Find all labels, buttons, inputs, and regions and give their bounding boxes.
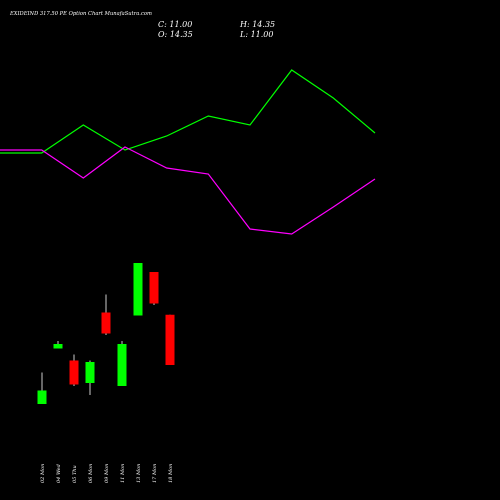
chart-title: EXIDEIND 317.50 PE Option Chart MunafaSu… — [9, 11, 152, 17]
candle-body — [69, 360, 79, 385]
candle — [165, 314, 175, 365]
candle-body — [101, 312, 111, 334]
candle-body — [133, 263, 143, 316]
overlay-line-1 — [0, 69, 376, 154]
candle — [69, 354, 79, 386]
candle-body — [165, 314, 175, 365]
high-value: 14.35 — [252, 20, 275, 29]
x-tick-label: 11 Mon — [120, 464, 126, 483]
candle — [117, 341, 127, 386]
overlay-lines — [0, 69, 376, 235]
candle-body — [149, 272, 159, 304]
close-label: C: — [158, 20, 167, 29]
open-label: O: — [158, 30, 168, 39]
candle-body — [37, 390, 47, 404]
low-value: 11.00 — [251, 30, 274, 39]
candle-body — [117, 344, 127, 386]
x-tick-label: 17 Mon — [152, 464, 158, 483]
x-tick-label: 09 Mon — [104, 464, 110, 483]
candle — [101, 294, 111, 335]
x-tick-label: 02 Mon — [40, 464, 46, 483]
x-tick-label: 18 Mon — [168, 464, 174, 483]
candle-body — [85, 362, 95, 383]
high-readout: H: 14.35 — [239, 20, 275, 29]
x-tick-label: 06 Mon — [88, 464, 94, 483]
x-tick-label: 04 Wed — [56, 464, 62, 483]
candle-body — [53, 344, 63, 349]
candle — [53, 341, 63, 349]
close-readout: C: 11.00 — [158, 20, 192, 29]
low-readout: L: 11.00 — [239, 30, 273, 39]
candle — [149, 272, 159, 305]
x-tick-label: 13 Mon — [136, 464, 142, 483]
candle — [85, 360, 95, 395]
candle — [133, 263, 143, 316]
close-value: 11.00 — [169, 20, 192, 29]
candle — [37, 372, 47, 404]
open-readout: O: 14.35 — [158, 30, 193, 39]
high-label: H: — [239, 20, 250, 29]
x-axis-ticks: 02 Mon 04 Wed 05 Thu 06 Mon 09 Mon 11 Mon 13 M… — [40, 464, 174, 483]
low-label: L: — [239, 30, 248, 39]
open-value: 14.35 — [170, 30, 193, 39]
overlay-line-2 — [0, 146, 376, 235]
x-tick-label: 05 Thu — [72, 465, 78, 483]
candles — [37, 263, 175, 404]
